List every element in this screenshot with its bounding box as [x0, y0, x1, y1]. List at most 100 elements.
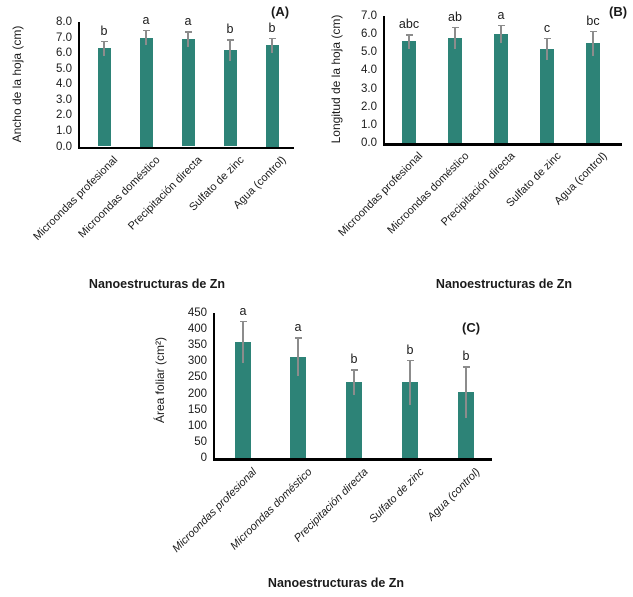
error-bar-cap: [406, 359, 414, 362]
y-tick-label: 200: [187, 387, 207, 400]
x-category-label: Microondas profesional: [31, 154, 121, 243]
y-tick-label: 1.0: [56, 124, 72, 137]
bar: [139, 37, 153, 147]
bar: [540, 48, 554, 143]
y-tick-label: 2.0: [361, 100, 377, 113]
y-tick-label: 3.0: [361, 82, 377, 95]
error-bar-line: [454, 26, 456, 49]
error-bar-line: [500, 25, 502, 44]
panel-label: (A): [271, 4, 290, 19]
sig-letter: a: [142, 12, 150, 27]
sig-letter: a: [497, 8, 505, 23]
error-bar-line: [145, 29, 147, 46]
y-tick-label: 4.0: [361, 64, 377, 77]
x-axis-line: [382, 143, 622, 146]
bar: [458, 391, 474, 458]
bar: [402, 41, 416, 143]
y-tick-label: 0: [200, 452, 207, 464]
sig-letter: a: [184, 14, 192, 29]
error-bar-cap: [226, 39, 234, 41]
error-bar-cap: [100, 40, 108, 43]
error-bar-line: [465, 366, 467, 418]
bar: [448, 37, 462, 143]
bar: [586, 43, 600, 143]
bar: [346, 382, 362, 458]
bar: [494, 34, 508, 143]
bar: [290, 356, 306, 458]
y-tick-label: 100: [187, 419, 207, 432]
panel-label: (B): [609, 4, 628, 19]
y-tick-label: 50: [194, 435, 207, 448]
sig-letter: abc: [398, 17, 420, 32]
y-axis-title: Ancho de la hoja (cm): [10, 25, 24, 143]
x-category-label: Microondas profesional: [336, 150, 426, 239]
error-bar-cap: [589, 30, 597, 32]
error-bar-line: [242, 321, 244, 363]
x-axis-title: Nanoestructuras de Zn: [267, 576, 405, 590]
sig-letter: b: [100, 23, 108, 38]
x-axis-title: Nanoestructuras de Zn: [435, 277, 573, 291]
error-bar-cap: [543, 37, 551, 40]
error-bar-line: [229, 39, 231, 61]
error-bar-line: [546, 37, 548, 60]
error-bar-line: [187, 31, 189, 47]
sig-letter: b: [350, 352, 358, 367]
bar: [223, 50, 237, 147]
error-bar-line: [408, 34, 410, 49]
error-bar-cap: [497, 25, 505, 27]
y-tick-label: 1.0: [361, 118, 377, 131]
sig-letter: a: [239, 304, 247, 319]
y-axis-line: [77, 22, 80, 149]
sig-letter: b: [226, 22, 234, 37]
y-tick-label: 300: [187, 355, 207, 368]
sig-letter: c: [543, 20, 551, 35]
y-tick-label: 5.0: [361, 46, 377, 59]
sig-letter: b: [462, 349, 470, 364]
y-tick-label: 0.0: [361, 137, 377, 149]
error-bar-line: [103, 40, 105, 57]
y-axis-title: Longitud de la hoja (cm): [329, 14, 343, 144]
y-tick-label: 0.0: [56, 140, 72, 153]
sig-letter: a: [294, 320, 302, 335]
y-tick-label: 5.0: [56, 62, 72, 75]
bar: [265, 45, 279, 147]
y-tick-label: 4.0: [56, 78, 72, 91]
y-tick-label: 6.0: [361, 28, 377, 41]
error-bar-cap: [184, 31, 192, 33]
error-bar-cap: [451, 26, 459, 29]
error-bar-line: [409, 359, 411, 405]
y-axis-line: [382, 16, 385, 146]
error-bar-line: [353, 369, 355, 396]
y-tick-label: 350: [187, 339, 207, 352]
sig-letter: b: [406, 342, 414, 357]
x-axis-line: [77, 146, 294, 149]
error-bar-cap: [239, 321, 247, 323]
y-tick-label: 6.0: [56, 47, 72, 60]
x-axis-line: [212, 458, 492, 461]
y-tick-label: 450: [187, 307, 207, 319]
y-tick-label: 3.0: [56, 93, 72, 106]
y-axis-line: [212, 313, 215, 461]
x-category-label: Precipitación directa: [125, 154, 205, 233]
sig-letter: b: [268, 20, 276, 35]
bar: [97, 48, 111, 147]
y-tick-label: 250: [187, 371, 207, 384]
error-bar-line: [297, 337, 299, 376]
error-bar-line: [592, 30, 594, 56]
error-bar-cap: [350, 369, 358, 371]
error-bar-cap: [405, 34, 413, 36]
error-bar-line: [271, 37, 273, 54]
x-category-label: Sulfato de zinc: [366, 466, 427, 526]
y-tick-label: 7.0: [56, 31, 72, 44]
panel-label: (C): [462, 320, 481, 335]
bar: [235, 342, 251, 458]
x-category-label: Agua (control): [425, 466, 483, 524]
error-bar-cap: [294, 337, 302, 339]
bar: [181, 39, 195, 147]
bar: [402, 382, 418, 458]
sig-letter: bc: [586, 13, 600, 28]
y-axis-title: Área foliar (cm²): [153, 336, 167, 424]
error-bar-cap: [268, 37, 276, 39]
error-bar-cap: [142, 29, 150, 32]
